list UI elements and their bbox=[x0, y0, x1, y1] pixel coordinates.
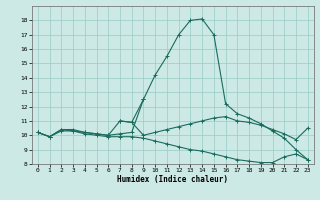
X-axis label: Humidex (Indice chaleur): Humidex (Indice chaleur) bbox=[117, 175, 228, 184]
